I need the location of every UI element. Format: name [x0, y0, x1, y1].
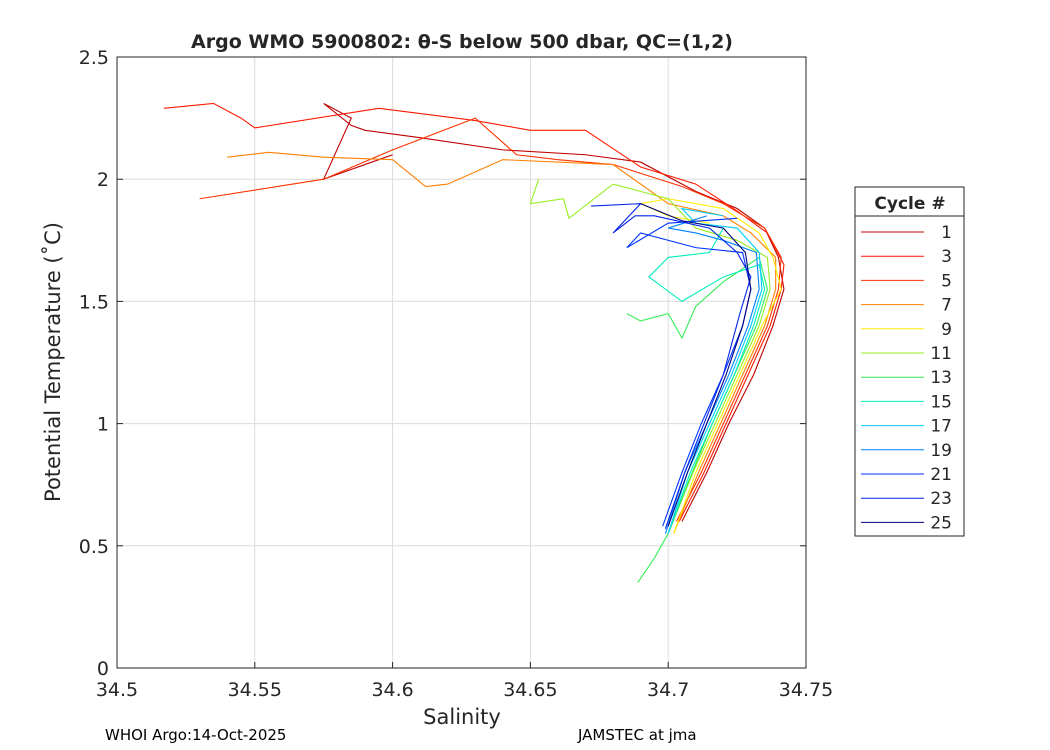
legend-label: 23	[930, 489, 952, 509]
legend-label: 5	[941, 271, 952, 291]
x-tick-label: 34.75	[779, 679, 833, 701]
legend-label: 25	[930, 513, 952, 533]
legend-label: 1	[941, 223, 952, 243]
axes-box	[116, 56, 807, 669]
series-line-cycle-1	[322, 102, 785, 522]
legend-label: 15	[930, 392, 952, 412]
legend-label: 19	[930, 441, 952, 461]
plot-area	[117, 57, 806, 668]
legend-title: Cycle #	[874, 194, 945, 214]
series-line-cycle-5	[199, 117, 782, 522]
y-tick-label: 0.5	[79, 536, 109, 558]
series-line-cycle-17	[667, 207, 763, 534]
x-tick-label: 34.65	[503, 679, 557, 701]
x-tick-label: 34.6	[371, 679, 413, 701]
series-line-cycle-19	[664, 215, 760, 534]
series-line-cycle-21	[626, 217, 752, 527]
x-tick-label: 34.7	[647, 679, 689, 701]
legend-label: 7	[941, 296, 952, 316]
series-line-cycle-3	[163, 102, 785, 522]
legend-label: 17	[930, 417, 952, 437]
x-tick-label: 34.55	[228, 679, 282, 701]
legend-label: 21	[930, 465, 952, 485]
y-tick-label: 0	[97, 658, 109, 680]
y-tick-label: 2.5	[79, 47, 109, 69]
y-tick-label: 1	[97, 414, 109, 436]
footer-left: WHOI Argo:14-Oct-2025	[105, 726, 287, 744]
legend-label: 9	[941, 320, 952, 340]
chart-title: Argo WMO 5900802: θ-S below 500 dbar, QC…	[191, 31, 733, 53]
legend-label: 11	[930, 344, 952, 364]
series-line-cycle-23	[591, 203, 752, 529]
series-line-cycle-13	[626, 256, 768, 583]
series-line-cycle-25	[640, 203, 752, 527]
series-line-cycle-15	[648, 227, 766, 534]
footer-right: JAMSTEC at jma	[578, 726, 697, 744]
legend-label: 13	[930, 368, 952, 388]
y-tick-label: 2	[97, 169, 109, 191]
legend-label: 3	[941, 247, 952, 267]
x-axis-label: Salinity	[423, 705, 501, 729]
y-axis-label: Potential Temperature (˚C)	[41, 222, 65, 502]
y-tick-label: 1.5	[79, 291, 109, 313]
x-tick-label: 34.5	[96, 679, 138, 701]
series-line-cycle-7	[227, 151, 777, 534]
series-line-cycle-11	[529, 179, 771, 534]
